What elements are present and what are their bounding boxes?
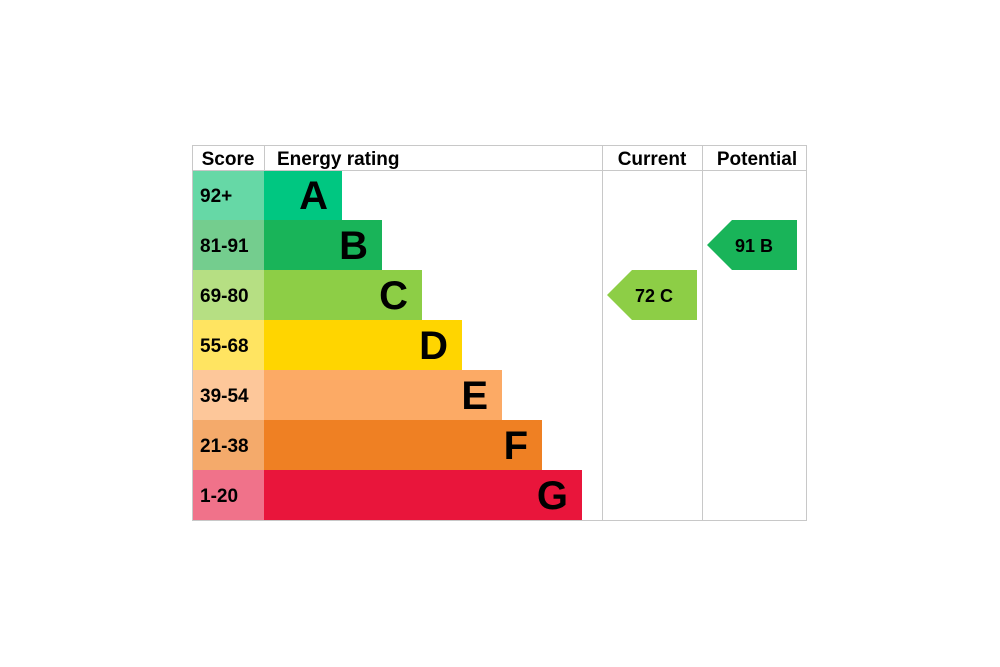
band-letter-g: G xyxy=(537,474,568,518)
band-bar-d xyxy=(264,320,462,370)
current-rating-label: 72 C xyxy=(635,286,673,306)
rating-bands: 92+ A 81-91 B 69-80 C 55-68 D 39-54 E 21-38 F 1-20 G xyxy=(192,170,582,520)
score-label-g: 1-20 xyxy=(200,486,238,507)
header-potential: Potential xyxy=(717,149,797,170)
table-grid xyxy=(192,145,807,521)
score-label-d: 55-68 xyxy=(200,336,249,357)
score-cell-c xyxy=(192,270,264,320)
score-label-e: 39-54 xyxy=(200,386,249,407)
score-label-a: 92+ xyxy=(200,186,232,207)
band-bar-a xyxy=(264,170,342,220)
rating-arrows: 72 C 91 B xyxy=(607,220,797,320)
score-cell-g xyxy=(192,470,264,520)
score-cell-e xyxy=(192,370,264,420)
score-label-c: 69-80 xyxy=(200,286,249,307)
band-letter-c: C xyxy=(379,274,408,318)
band-letter-b: B xyxy=(339,224,368,268)
score-cell-b xyxy=(192,220,264,270)
band-bar-f xyxy=(264,420,542,470)
current-arrow xyxy=(607,270,697,320)
band-bar-b xyxy=(264,220,382,270)
band-letter-f: F xyxy=(504,424,528,468)
band-letter-a: A xyxy=(299,174,328,218)
band-letter-e: E xyxy=(461,374,488,418)
score-cell-f xyxy=(192,420,264,470)
score-label-b: 81-91 xyxy=(200,236,249,257)
header-current: Current xyxy=(618,149,687,170)
table-border xyxy=(192,145,807,521)
score-cell-d xyxy=(192,320,264,370)
band-letter-d: D xyxy=(419,324,448,368)
band-bar-e xyxy=(264,370,502,420)
header-score: Score xyxy=(202,149,255,170)
potential-arrow xyxy=(707,220,797,270)
band-bar-c xyxy=(264,270,422,320)
potential-rating-label: 91 B xyxy=(735,236,773,256)
header-energy-rating: Energy rating xyxy=(277,149,399,170)
score-cell-a xyxy=(192,170,264,220)
band-bar-g xyxy=(264,470,582,520)
score-label-f: 21-38 xyxy=(200,436,249,457)
